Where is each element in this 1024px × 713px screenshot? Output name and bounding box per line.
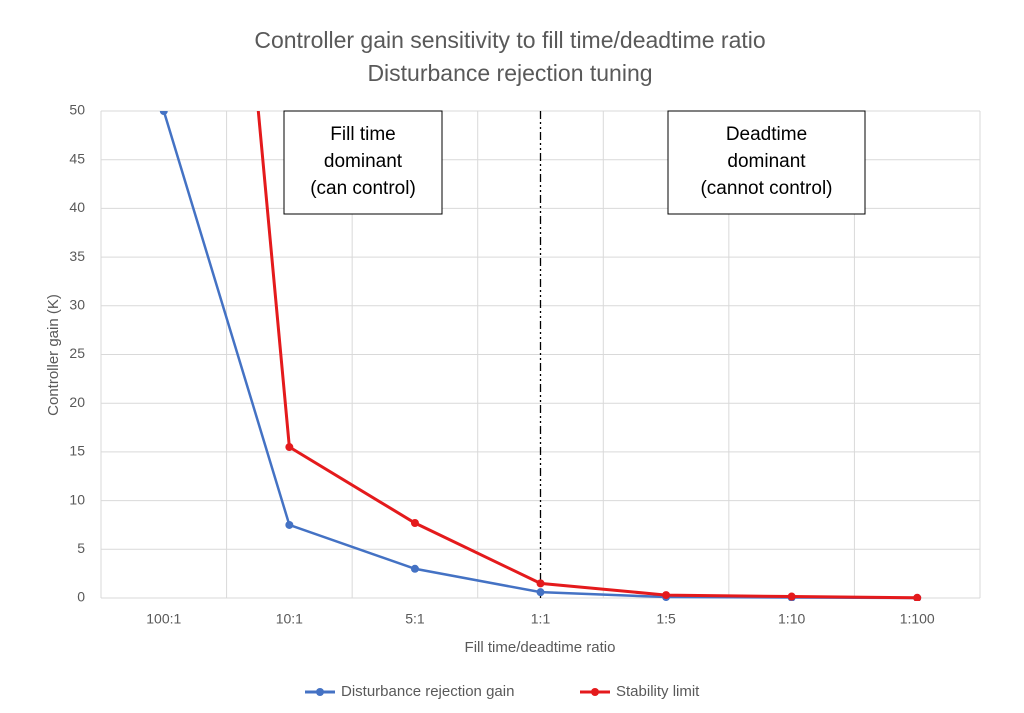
y-axis-label: Controller gain (K) (45, 294, 62, 416)
annotation-text: dominant (324, 151, 403, 172)
x-tick-label: 5:1 (405, 611, 425, 627)
plot-area (159, 111, 922, 601)
y-tick-label: 30 (69, 297, 85, 313)
y-tick-label: 5 (77, 540, 85, 556)
series-point (159, 111, 168, 115)
annotation-text: dominant (727, 151, 806, 172)
y-tick-label: 35 (69, 248, 85, 264)
x-tick-label: 1:100 (900, 611, 935, 627)
legend-marker (591, 688, 599, 696)
x-tick-label: 100:1 (146, 611, 181, 627)
chart-title: Controller gain sensitivity to fill time… (254, 27, 765, 53)
annotation-box (667, 110, 866, 215)
legend-marker (316, 688, 324, 696)
x-axis-label: Fill time/deadtime ratio (465, 639, 616, 656)
x-tick-label: 1:10 (778, 611, 805, 627)
legend-label: Stability limit (616, 683, 700, 700)
series-point (536, 579, 545, 588)
series-point (410, 564, 419, 573)
annotation-text: (can control) (310, 178, 416, 199)
y-tick-label: 50 (69, 102, 85, 118)
series-point (285, 443, 294, 452)
series-point (662, 591, 671, 600)
y-tick-label: 25 (69, 345, 85, 361)
y-tick-label: 45 (69, 150, 85, 166)
series-point (787, 592, 796, 601)
y-tick-label: 40 (69, 199, 85, 215)
y-tick-label: 20 (69, 394, 85, 410)
y-tick-label: 0 (77, 589, 85, 605)
y-tick-label: 15 (69, 443, 85, 459)
chart-subtitle: Disturbance rejection tuning (367, 60, 652, 86)
series-point (536, 588, 545, 597)
series-point (913, 593, 922, 601)
annotation-text: (cannot control) (700, 178, 832, 199)
legend-label: Disturbance rejection gain (341, 683, 514, 700)
y-tick-label: 10 (69, 491, 85, 507)
series-line (256, 111, 918, 600)
series-point (410, 519, 419, 528)
x-tick-label: 10:1 (276, 611, 303, 627)
annotation-box (283, 110, 443, 215)
annotation-text: Fill time (330, 124, 395, 145)
x-tick-label: 1:1 (531, 611, 551, 627)
x-tick-label: 1:5 (656, 611, 676, 627)
annotation-text: Deadtime (726, 124, 807, 145)
series-point (285, 520, 294, 529)
